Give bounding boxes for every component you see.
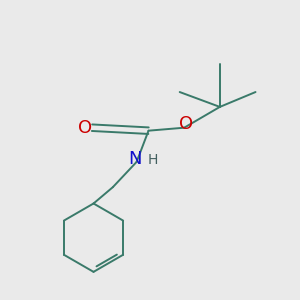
Text: H: H: [148, 153, 158, 167]
Text: O: O: [178, 115, 193, 133]
Text: N: N: [128, 150, 142, 168]
Text: O: O: [77, 119, 92, 137]
